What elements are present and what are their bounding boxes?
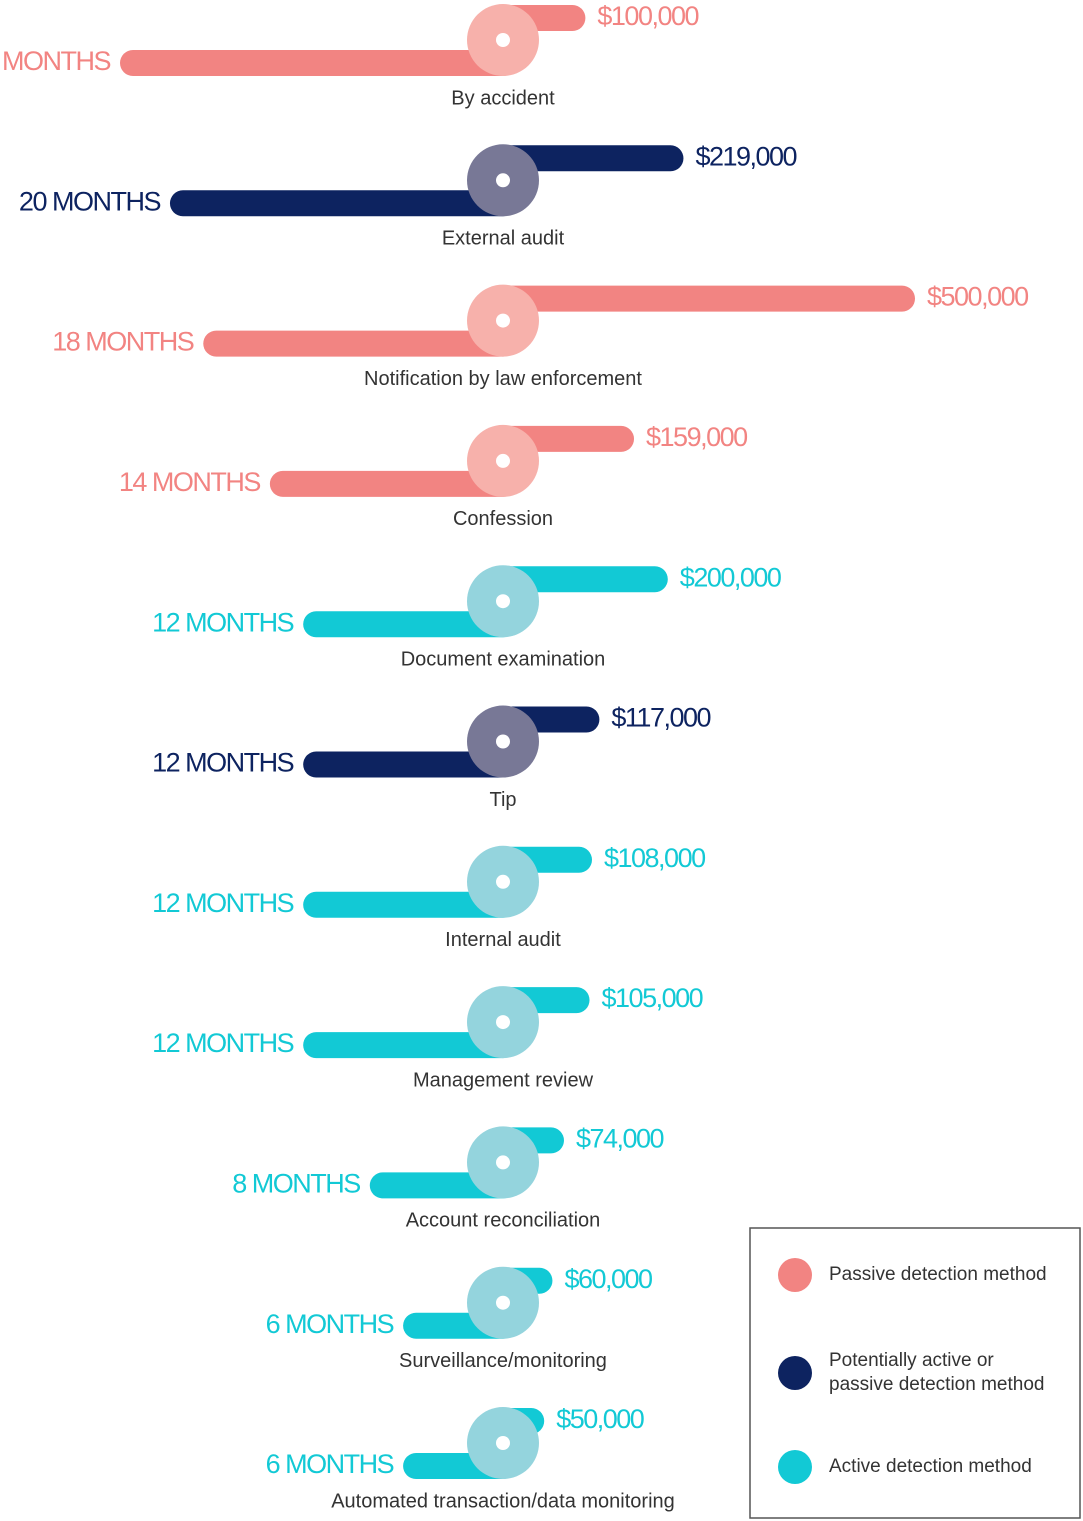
hub-dot <box>496 1436 510 1450</box>
duration-bar <box>169 190 516 217</box>
category-label: Surveillance/monitoring <box>399 1350 607 1372</box>
loss-label: $108,000 <box>604 843 705 873</box>
loss-label: $117,000 <box>611 703 710 733</box>
duration-bar <box>303 1032 516 1059</box>
legend-swatch <box>778 1356 812 1390</box>
legend-swatch <box>778 1450 812 1484</box>
legend-label: Passive detection method <box>829 1264 1047 1285</box>
legend-label: Active detection method <box>829 1456 1032 1477</box>
legend-label: passive detection method <box>829 1374 1044 1395</box>
hub-dot <box>496 594 510 609</box>
loss-label: $500,000 <box>927 282 1028 312</box>
category-label: Tip <box>489 789 516 811</box>
loss-label: $219,000 <box>695 141 796 171</box>
category-label: Automated transaction/data monitoring <box>331 1490 675 1512</box>
duration-label: 6 MONTHS <box>266 1449 394 1479</box>
duration-label: 23 MONTHS <box>0 46 110 76</box>
loss-label: $60,000 <box>564 1264 652 1294</box>
duration-label: 18 MONTHS <box>52 327 194 357</box>
legend-box <box>749 1227 1081 1519</box>
hub-dot <box>496 173 510 188</box>
duration-label: 20 MONTHS <box>19 186 161 216</box>
hub-dot <box>496 1015 510 1030</box>
duration-bar <box>120 50 516 76</box>
hub-dot <box>496 453 510 468</box>
hub-dot <box>496 1155 510 1170</box>
category-label: Confession <box>453 508 553 530</box>
hub-dot <box>496 33 510 47</box>
duration-bar <box>269 470 516 497</box>
loss-label: $105,000 <box>602 983 703 1013</box>
duration-bar <box>303 611 516 638</box>
duration-label: 12 MONTHS <box>152 888 294 918</box>
hub-dot <box>496 1295 510 1310</box>
loss-label: $100,000 <box>597 1 698 31</box>
hub-dot <box>496 313 510 328</box>
category-label: Notification by law enforcement <box>364 368 642 390</box>
loss-label: $200,000 <box>680 562 781 592</box>
loss-bar <box>490 285 915 312</box>
category-label: Account reconciliation <box>406 1210 601 1232</box>
hub-dot <box>496 874 510 889</box>
duration-label: 14 MONTHS <box>119 467 261 497</box>
duration-label: 12 MONTHS <box>152 1028 294 1058</box>
category-label: By accident <box>451 87 555 109</box>
category-label: Document examination <box>401 648 606 670</box>
legend-label: Potentially active or <box>829 1350 994 1371</box>
duration-bar <box>303 891 516 918</box>
duration-label: 12 MONTHS <box>152 607 294 637</box>
loss-label: $74,000 <box>576 1124 664 1154</box>
legend-swatch <box>778 1258 812 1292</box>
duration-bar <box>303 751 516 778</box>
duration-bar <box>203 330 516 357</box>
loss-bar <box>490 145 684 172</box>
loss-label: $159,000 <box>646 422 747 452</box>
category-label: Internal audit <box>445 929 561 951</box>
duration-label: 8 MONTHS <box>232 1169 360 1199</box>
duration-label: 12 MONTHS <box>152 748 294 778</box>
hub-dot <box>496 734 510 749</box>
loss-label: $50,000 <box>556 1404 644 1434</box>
category-label: External audit <box>442 228 565 250</box>
category-label: Management review <box>413 1069 594 1091</box>
duration-label: 6 MONTHS <box>266 1309 394 1339</box>
